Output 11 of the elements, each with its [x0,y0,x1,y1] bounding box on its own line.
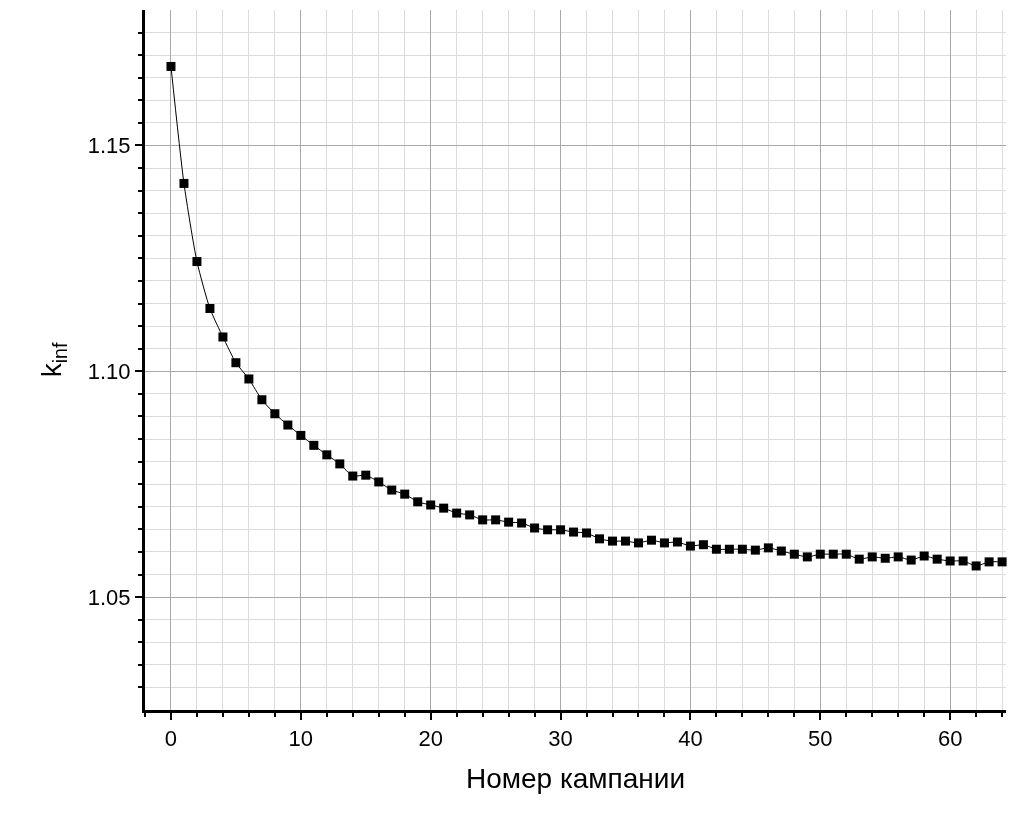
x-tick-label: 0 [164,726,178,752]
x-tick-label: 40 [678,726,703,752]
x-tick-label: 20 [418,726,443,752]
x-tick-label: 30 [548,726,573,752]
y-tick-label: 1.15 [87,133,131,159]
y-tick-label: 1.05 [87,584,131,610]
x-tick-label: 50 [808,726,833,752]
x-tick-label: 60 [937,726,963,752]
x-tick-label: 10 [288,726,314,752]
x-axis-title: Номер кампании [465,762,686,794]
y-tick-label: 1.10 [87,358,131,384]
